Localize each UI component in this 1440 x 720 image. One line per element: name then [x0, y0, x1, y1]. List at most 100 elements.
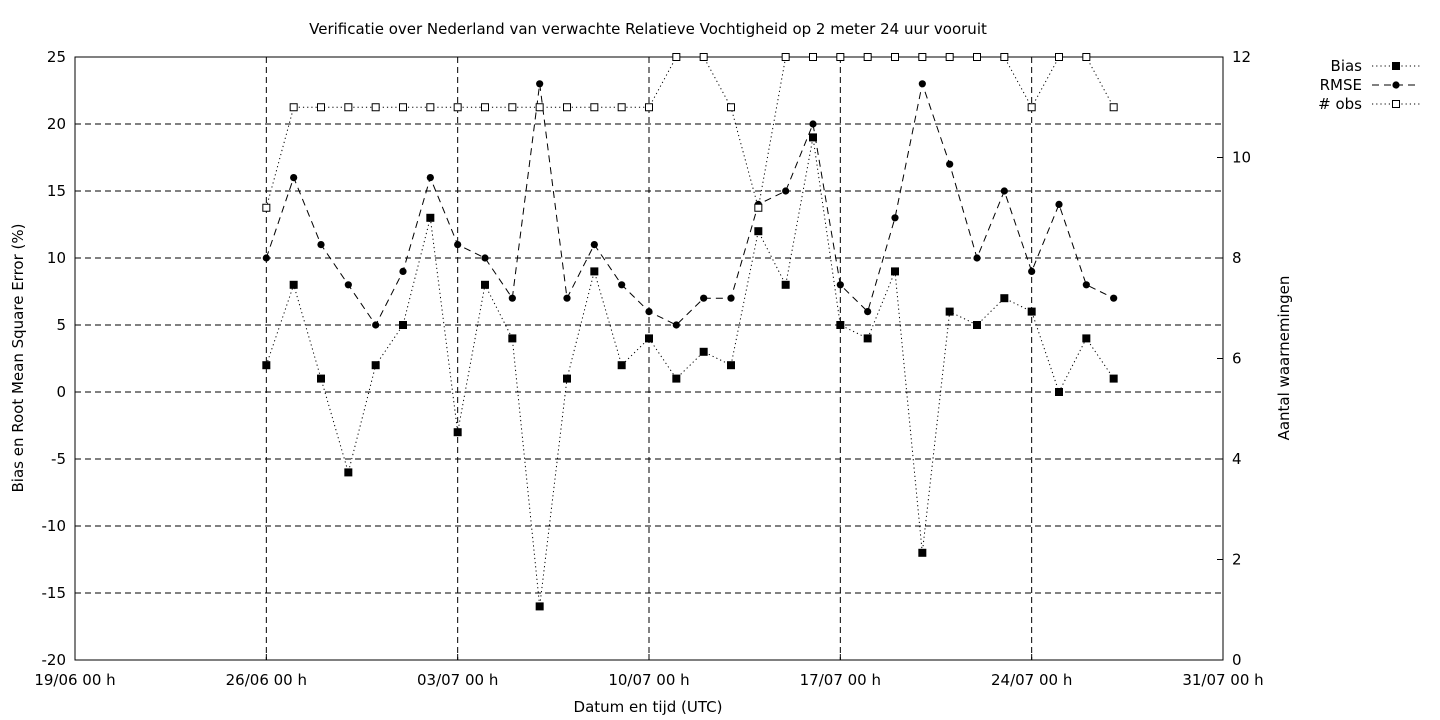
data-point-rmse: [618, 281, 626, 289]
data-point-obs: [863, 53, 872, 61]
data-point-rmse: [454, 241, 462, 249]
data-point-obs: [289, 103, 298, 112]
data-point-bias: [781, 280, 790, 289]
data-point-rmse: [672, 321, 680, 329]
data-point-obs: [344, 103, 353, 112]
x-axis-label: Datum en tijd (UTC): [574, 698, 723, 716]
y-tick-label: 25: [47, 48, 66, 66]
series-obs: [262, 53, 1118, 212]
series-line-bias: [265, 137, 1115, 607]
data-point-obs: [1082, 53, 1091, 61]
data-point-obs: [371, 103, 380, 112]
legend-label-bias: Bias: [1331, 57, 1363, 75]
data-point-obs: [481, 103, 489, 112]
y-tick-label: -20: [42, 651, 67, 669]
data-point-rmse: [372, 321, 380, 329]
y-axis-left-ticks: 25 20 15 10 5 0 -5 -10 -15 -20: [42, 48, 81, 669]
data-point-bias: [727, 361, 735, 370]
data-point-bias: [891, 267, 899, 276]
chart-title: Verificatie over Nederland van verwachte…: [309, 20, 987, 38]
data-point-bias: [535, 602, 544, 611]
data-point-bias: [645, 334, 653, 343]
data-point-bias: [508, 334, 517, 343]
data-point-obs: [918, 53, 927, 61]
data-point-bias: [672, 374, 681, 383]
data-point-rmse: [809, 120, 817, 128]
data-point-obs: [563, 103, 571, 112]
data-point-rmse: [481, 254, 489, 262]
y-axis-right-ticks: 12 10 8 6 4 2 0: [1217, 48, 1251, 669]
data-point-obs: [891, 53, 899, 61]
data-point-bias: [1082, 334, 1091, 343]
data-point-obs: [672, 53, 681, 61]
y-axis-label: Bias en Root Mean Square Error (%): [9, 224, 27, 493]
data-point-obs: [945, 53, 954, 61]
data-point-bias: [426, 213, 435, 222]
x-axis-ticks: 19/06 00 h 26/06 00 h 03/07 00 h 10/07 00 h…: [34, 654, 1264, 689]
data-point-rmse: [344, 281, 352, 289]
data-point-bias: [563, 374, 571, 383]
data-point-bias: [371, 361, 380, 370]
data-point-obs: [836, 53, 845, 61]
data-point-bias: [317, 374, 325, 383]
y-tick-label: -10: [42, 517, 67, 535]
data-point-rmse: [645, 308, 653, 316]
data-point-rmse: [782, 187, 790, 195]
data-point-rmse: [700, 294, 708, 302]
data-point-obs: [781, 53, 790, 61]
y2-tick-label: 8: [1232, 249, 1242, 267]
data-point-rmse: [508, 294, 516, 302]
y2-tick-label: 6: [1232, 350, 1242, 368]
series-line-rmse: [265, 81, 1114, 326]
data-point-obs: [1055, 53, 1063, 61]
x-tick-label: 17/07 00 h: [800, 671, 881, 689]
data-point-rmse: [1028, 267, 1036, 275]
data-point-rmse: [864, 308, 872, 316]
data-point-rmse: [536, 80, 544, 88]
data-point-rmse: [290, 174, 298, 182]
data-point-rmse: [836, 281, 844, 289]
data-point-bias: [453, 428, 462, 437]
legend-marker-bias: [1392, 62, 1400, 70]
data-point-obs: [590, 103, 599, 112]
grid: [75, 57, 1223, 660]
data-point-bias: [344, 468, 353, 477]
data-point-obs: [262, 203, 271, 212]
legend-label-rmse: RMSE: [1320, 76, 1362, 94]
y2-tick-label: 4: [1232, 450, 1242, 468]
x-tick-label: 26/06 00 h: [226, 671, 307, 689]
data-point-rmse: [563, 294, 571, 302]
data-point-obs: [1109, 103, 1118, 112]
series-line-obs: [265, 56, 1115, 208]
data-point-obs: [453, 103, 462, 112]
y2-axis-label: Aantal waarnemingen: [1275, 276, 1293, 441]
legend-marker-rmse: [1392, 81, 1400, 89]
data-point-bias: [617, 361, 626, 370]
data-point-obs: [809, 53, 817, 61]
data-point-bias: [863, 334, 872, 343]
y-tick-label: 5: [56, 316, 66, 334]
data-point-rmse: [262, 254, 270, 262]
data-point-bias: [590, 267, 599, 276]
data-point-obs: [317, 103, 325, 112]
y-tick-label: 20: [47, 115, 66, 133]
data-point-bias: [973, 321, 981, 329]
data-point-obs: [973, 53, 981, 61]
x-tick-label: 31/07 00 h: [1182, 671, 1263, 689]
data-point-bias: [918, 548, 927, 557]
data-point-bias: [699, 347, 708, 356]
y2-tick-label: 12: [1232, 48, 1251, 66]
data-point-bias: [809, 133, 817, 142]
y-tick-label: 0: [56, 383, 66, 401]
y-tick-label: -5: [51, 450, 66, 468]
data-point-bias: [945, 307, 954, 316]
series-bias: [262, 133, 1118, 611]
y2-tick-label: 10: [1232, 149, 1251, 167]
y-tick-label: 10: [47, 249, 66, 267]
x-tick-label: 10/07 00 h: [608, 671, 689, 689]
y-tick-label: 15: [47, 182, 66, 200]
data-point-bias: [1027, 307, 1036, 316]
data-point-obs: [1000, 53, 1009, 61]
y-tick-label: -15: [42, 584, 67, 602]
